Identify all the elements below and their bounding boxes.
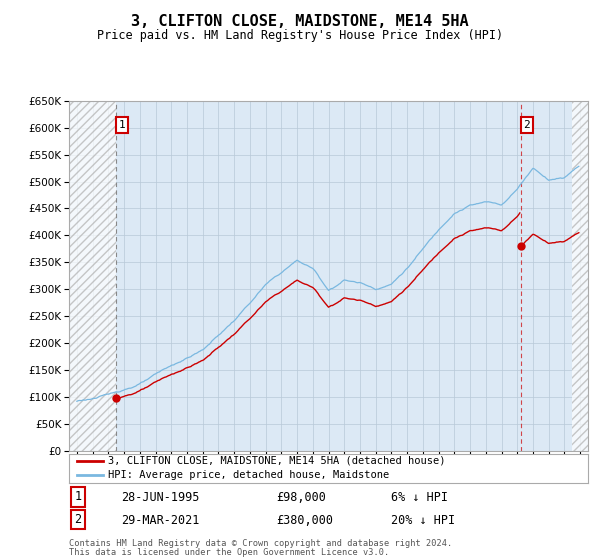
Text: 1: 1 [118,120,125,130]
Text: Price paid vs. HM Land Registry's House Price Index (HPI): Price paid vs. HM Land Registry's House … [97,29,503,42]
Text: 29-MAR-2021: 29-MAR-2021 [121,514,199,527]
Text: 3, CLIFTON CLOSE, MAIDSTONE, ME14 5HA (detached house): 3, CLIFTON CLOSE, MAIDSTONE, ME14 5HA (d… [108,456,445,466]
Text: Contains HM Land Registry data © Crown copyright and database right 2024.: Contains HM Land Registry data © Crown c… [69,539,452,548]
Text: 1: 1 [74,491,82,503]
Text: HPI: Average price, detached house, Maidstone: HPI: Average price, detached house, Maid… [108,470,389,480]
Text: 6% ↓ HPI: 6% ↓ HPI [391,491,448,504]
Text: 28-JUN-1995: 28-JUN-1995 [121,491,199,504]
Bar [69,101,116,451]
Bar [572,101,588,451]
Text: £98,000: £98,000 [277,491,326,504]
Text: 2: 2 [74,513,82,526]
Text: 3, CLIFTON CLOSE, MAIDSTONE, ME14 5HA: 3, CLIFTON CLOSE, MAIDSTONE, ME14 5HA [131,14,469,29]
Text: 2: 2 [523,120,530,130]
Text: £380,000: £380,000 [277,514,334,527]
Text: This data is licensed under the Open Government Licence v3.0.: This data is licensed under the Open Gov… [69,548,389,557]
Text: 20% ↓ HPI: 20% ↓ HPI [391,514,455,527]
